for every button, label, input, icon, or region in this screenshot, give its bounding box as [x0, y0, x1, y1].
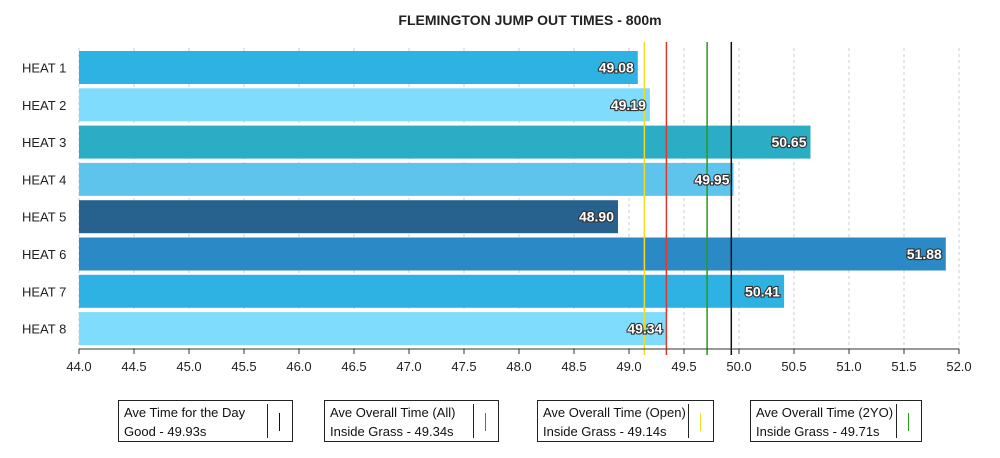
bar	[79, 125, 811, 159]
data-labels: 49.08 49.19 50.65 49.95 48.90 51.88 50.41 49.34	[578, 58, 943, 337]
legend-item-day: Ave Time for the Day Good - 49.93s	[118, 400, 293, 442]
legend-label: Ave Overall Time (All)	[330, 405, 456, 420]
legend-line-swatch	[700, 413, 701, 431]
legend-item-all: Ave Overall Time (All) Inside Grass - 49…	[324, 400, 499, 442]
y-category-label: HEAT 3	[22, 135, 66, 150]
data-label: 51.88	[907, 246, 942, 262]
bar	[79, 88, 650, 122]
data-label: 48.90	[579, 209, 614, 225]
data-label: 49.19	[611, 97, 646, 113]
legend-label: Ave Overall Time (Open)	[543, 405, 686, 420]
bar	[79, 312, 667, 346]
y-category-label: HEAT 2	[22, 98, 66, 113]
legend-line-swatch	[908, 413, 909, 431]
x-tick-label: 45.0	[176, 359, 201, 374]
legend-line-swatch	[279, 413, 280, 431]
legend-sublabel: Inside Grass - 49.34s	[330, 424, 454, 439]
y-axis-categories: HEAT 1 HEAT 2 HEAT 3 HEAT 4 HEAT 5 HEAT 6 HEAT…	[22, 61, 66, 337]
data-label: 49.08	[599, 60, 634, 76]
x-tick-label: 44.0	[66, 359, 91, 374]
legend-item-open: Ave Overall Time (Open) Inside Grass - 4…	[537, 400, 714, 442]
data-label: 49.34	[627, 321, 662, 337]
legend-divider	[473, 404, 474, 438]
x-tick-label: 44.5	[121, 359, 146, 374]
reference-lines	[643, 42, 733, 355]
legend-sublabel: Inside Grass - 49.71s	[756, 424, 880, 439]
x-tick-label: 46.0	[286, 359, 311, 374]
legend-sublabel: Good - 49.93s	[124, 424, 207, 439]
x-tick-label: 47.0	[396, 359, 421, 374]
x-tick-label: 46.5	[341, 359, 366, 374]
x-tick-label: 51.0	[836, 359, 861, 374]
y-category-label: HEAT 6	[22, 247, 66, 262]
data-label: 49.95	[694, 171, 729, 187]
x-tick-label: 51.5	[891, 359, 916, 374]
y-category-label: HEAT 4	[22, 172, 66, 187]
y-category-label: HEAT 7	[22, 284, 66, 299]
data-label: 50.65	[771, 134, 806, 150]
legend-divider	[688, 404, 689, 438]
x-tick-label: 48.0	[506, 359, 531, 374]
y-category-label: HEAT 8	[22, 322, 66, 337]
legend-divider	[267, 404, 268, 438]
x-axis-ticks: 44.0 44.5 45.0 45.5 46.0 46.5 47.0 47.5 48.0 48.5…	[66, 348, 972, 374]
x-tick-label: 47.5	[451, 359, 476, 374]
legend-item-2yo: Ave Overall Time (2YO) Inside Grass - 49…	[750, 400, 922, 442]
y-category-label: HEAT 5	[22, 210, 66, 225]
legend-label: Ave Time for the Day	[124, 405, 246, 420]
legend-label: Ave Overall Time (2YO)	[756, 405, 894, 420]
x-tick-label: 49.0	[616, 359, 641, 374]
y-category-label: HEAT 1	[22, 61, 66, 76]
x-tick-label: 50.5	[781, 359, 806, 374]
bar	[79, 237, 946, 271]
x-tick-label: 45.5	[231, 359, 256, 374]
data-label: 50.41	[745, 283, 780, 299]
legend-line-swatch	[485, 413, 486, 431]
x-tick-label: 52.0	[946, 359, 971, 374]
x-tick-label: 49.5	[671, 359, 696, 374]
bar	[79, 274, 785, 308]
x-tick-label: 48.5	[561, 359, 586, 374]
bar	[79, 162, 734, 196]
bars	[79, 51, 946, 346]
chart-title: FLEMINGTON JUMP OUT TIMES - 800m	[398, 12, 661, 28]
legend-divider	[896, 404, 897, 438]
bar	[79, 51, 638, 84]
legend-sublabel: Inside Grass - 49.14s	[543, 424, 667, 439]
x-tick-label: 50.0	[726, 359, 751, 374]
bar	[79, 200, 618, 234]
